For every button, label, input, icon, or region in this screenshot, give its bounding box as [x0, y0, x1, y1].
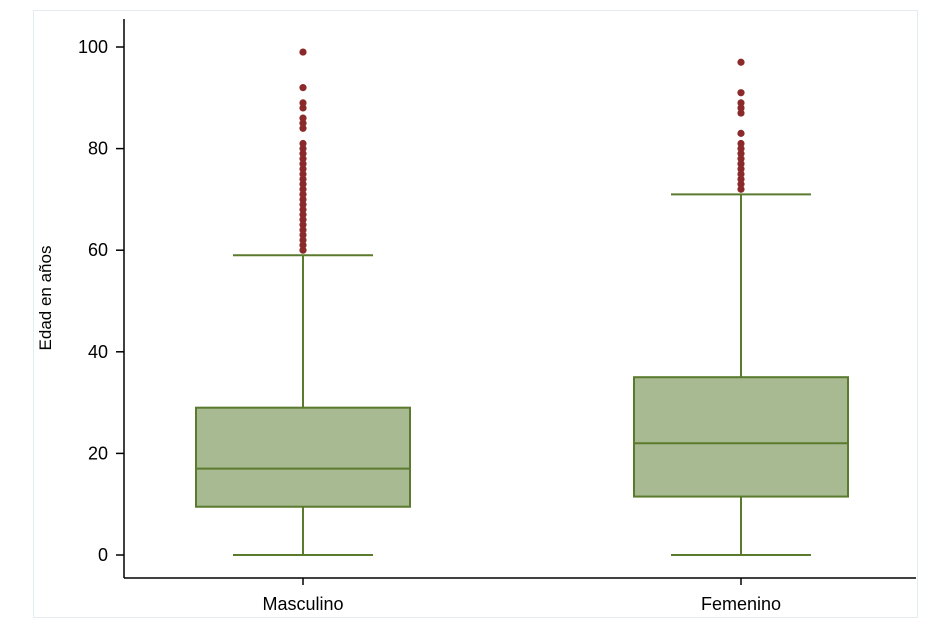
outlier-point	[299, 195, 307, 203]
boxes	[195, 48, 849, 556]
outlier-point	[737, 145, 745, 153]
outlier-point	[299, 84, 307, 92]
outlier-point	[737, 170, 745, 178]
y-ticks: 0 20 40 60 80 100	[78, 37, 124, 565]
y-axis-title: Edad en años	[36, 246, 55, 351]
box-group	[195, 48, 411, 556]
outlier-point	[299, 150, 307, 158]
outlier-point	[299, 180, 307, 188]
outlier-point	[299, 104, 307, 112]
outlier-point	[299, 145, 307, 153]
outlier-point	[299, 236, 307, 244]
outlier-point	[299, 170, 307, 178]
outlier-point	[299, 231, 307, 239]
iqr-box	[633, 376, 849, 498]
outlier-point	[299, 221, 307, 229]
outlier-point	[299, 165, 307, 173]
outlier-point	[299, 124, 307, 132]
outlier-point	[299, 246, 307, 254]
outlier-point	[299, 160, 307, 168]
chart-frame	[33, 10, 918, 618]
outlier-point	[737, 104, 745, 112]
outlier-point	[299, 185, 307, 193]
outlier-point	[737, 180, 745, 188]
outlier-point	[299, 216, 307, 224]
outlier-point	[299, 211, 307, 219]
outlier-point	[737, 99, 745, 107]
outlier-point	[737, 89, 745, 97]
outlier-point	[299, 241, 307, 249]
outlier-point	[737, 165, 745, 173]
outlier-point	[299, 226, 307, 234]
outlier-point	[299, 139, 307, 148]
outlier-point	[299, 205, 307, 214]
outlier-point	[299, 175, 307, 183]
outlier-point	[299, 48, 307, 56]
outlier-point	[737, 150, 745, 158]
axes	[123, 19, 916, 579]
iqr-box	[195, 406, 411, 508]
outlier-point	[299, 200, 307, 209]
outlier-point	[299, 155, 307, 163]
outlier-point	[737, 129, 745, 137]
outlier-point	[737, 58, 745, 66]
outlier-point	[737, 175, 745, 183]
outlier-point	[737, 185, 745, 193]
outlier-point	[299, 99, 307, 107]
outlier-point	[737, 109, 745, 117]
x-category-label: Masculino	[262, 594, 343, 614]
y-tick-label: 80	[88, 139, 108, 159]
outlier-point	[299, 190, 307, 198]
outlier-point	[299, 114, 307, 122]
x-labels: Masculino Femenino	[262, 578, 781, 614]
y-tick-label: 100	[78, 37, 108, 57]
outlier-point	[737, 139, 745, 148]
y-tick-label: 20	[88, 443, 108, 463]
y-tick-label: 60	[88, 240, 108, 260]
y-tick-label: 40	[88, 342, 108, 362]
box-group	[633, 58, 849, 556]
outlier-point	[737, 155, 745, 163]
outlier-point	[299, 119, 307, 127]
outlier-point	[737, 160, 745, 168]
y-tick-label: 0	[98, 545, 108, 565]
x-category-label: Femenino	[701, 594, 781, 614]
